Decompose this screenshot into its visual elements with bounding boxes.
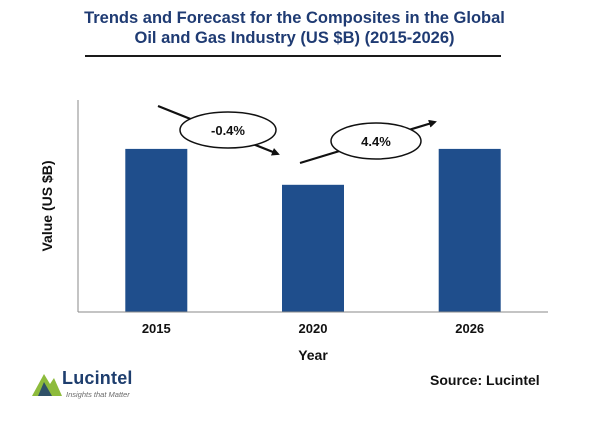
bar-2015 xyxy=(125,148,188,312)
logo-name: Lucintel xyxy=(62,368,133,388)
title-underline xyxy=(85,55,501,57)
source-note: Source: Lucintel xyxy=(430,372,540,388)
lucintel-logo: Lucintel Insights that Matter xyxy=(30,366,150,406)
cagr-callout-bubble xyxy=(179,111,277,149)
logo-tagline: Insights that Matter xyxy=(66,390,130,399)
chart-title-line-2: Oil and Gas Industry (US $B) (2015-2026) xyxy=(134,29,455,47)
bar-2026 xyxy=(438,148,501,312)
x-tick-label-2020: 2020 xyxy=(299,321,328,336)
x-tick-label-2015: 2015 xyxy=(142,321,171,336)
y-axis-label: Value (US $B) xyxy=(39,160,55,251)
chart-title-line-1: Trends and Forecast for the Composites i… xyxy=(84,9,505,27)
cagr-annotation-2020-2026: 4.4% xyxy=(299,119,437,165)
logo-mountain-icon xyxy=(32,374,62,396)
cagr-label-2015-2020: -0.4% xyxy=(211,123,245,138)
bar-2020 xyxy=(282,184,344,312)
x-tick-label-2026: 2026 xyxy=(455,321,484,336)
cagr-callout-bubble xyxy=(330,122,422,160)
x-axis-label: Year xyxy=(298,347,328,363)
cagr-annotation-2015-2020: -0.4% xyxy=(157,104,280,156)
chart-title: Trends and Forecast for the Composites i… xyxy=(0,8,589,48)
cagr-label-2020-2026: 4.4% xyxy=(361,134,391,149)
